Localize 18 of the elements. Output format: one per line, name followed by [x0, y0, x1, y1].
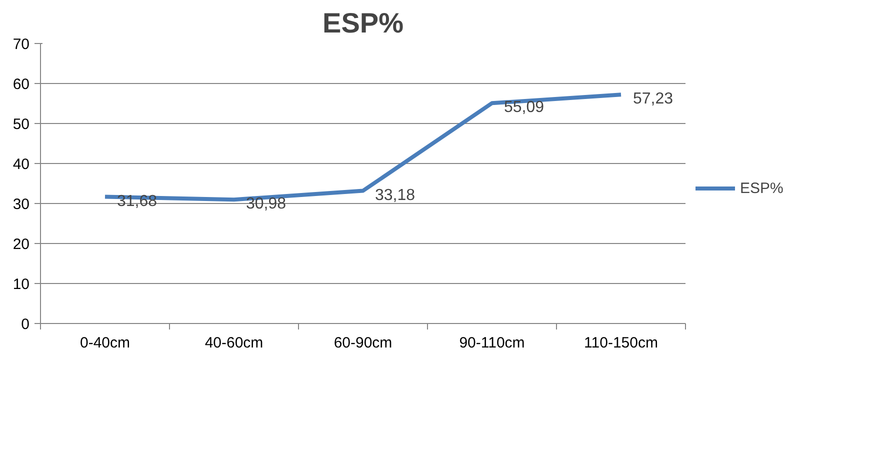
y-tick-label: 40	[12, 156, 30, 173]
y-tick-label: 0	[21, 316, 30, 333]
x-tick-label: 40-60cm	[204, 334, 264, 352]
y-tick-label: 70	[12, 36, 30, 53]
x-tick-label: 0-40cm	[80, 334, 130, 352]
x-tick-label: 110-150cm	[584, 334, 658, 352]
x-tick-label: 90-110cm	[459, 334, 525, 352]
legend-label: ESP%	[740, 180, 784, 196]
x-tick-label: 60-90cm	[334, 334, 392, 352]
data-label: 33,18	[375, 186, 416, 204]
y-tick-label: 50	[12, 116, 30, 133]
y-tick-label: 60	[12, 76, 30, 93]
chart-title: ESP%	[322, 8, 404, 38]
y-tick-label: 10	[12, 276, 30, 293]
data-label: 55,09	[504, 99, 544, 116]
y-tick-label: 20	[12, 236, 30, 253]
data-label: 57,23	[633, 90, 674, 108]
y-tick-label: 30	[12, 196, 30, 213]
